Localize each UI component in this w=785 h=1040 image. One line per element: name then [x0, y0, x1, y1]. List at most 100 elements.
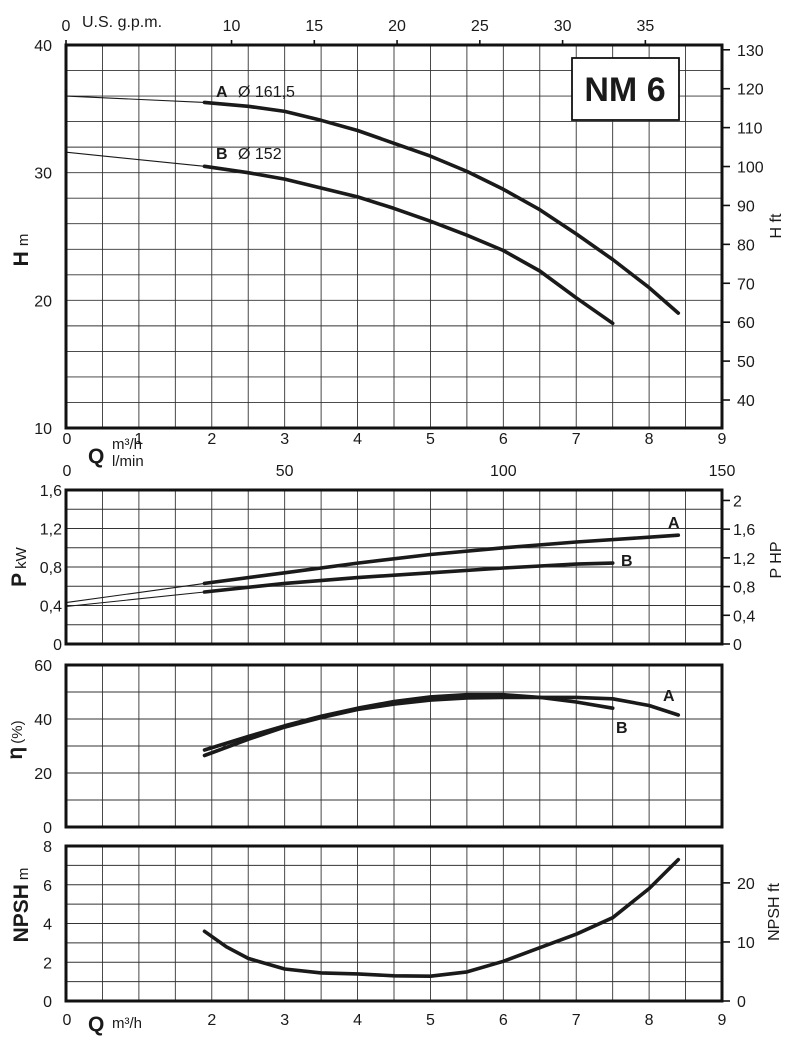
power-curve-b — [202, 561, 615, 594]
head-curve-b — [202, 164, 615, 326]
head-y2-tick-label: 90 — [737, 198, 755, 215]
head-x-tick-label: 2 — [207, 431, 216, 448]
head-y-axis-label: Hm — [10, 234, 33, 267]
curves-layer — [202, 100, 681, 978]
npsh-y-tick-label: 6 — [43, 878, 52, 895]
npsh-y-tick-label: 0 — [43, 994, 52, 1011]
power-curve-a — [202, 533, 681, 586]
power-curve-b-label: B — [621, 553, 633, 570]
head-y2-tick-label: 50 — [737, 354, 755, 371]
power-curve-b-extension — [65, 591, 205, 608]
head-x-tick-label: 1 — [134, 431, 143, 448]
npsh-x-axis-unit: m³/h — [112, 1015, 142, 1032]
npsh-x-tick-label: 7 — [572, 1012, 581, 1029]
efficiency-curve-a-label: A — [663, 688, 675, 705]
npsh-y2-tick-label: 20 — [737, 876, 755, 893]
model-label: NM 6 — [584, 71, 665, 109]
head-y2-tick-label: 120 — [737, 82, 764, 99]
head-y-tick-label: 30 — [34, 166, 52, 183]
efficiency-y-tick-label: 20 — [34, 766, 52, 783]
grid-layer — [66, 45, 722, 1001]
npsh-y2-axis-label: NPSH ft — [766, 883, 783, 941]
power-y-axis-main: P — [8, 573, 31, 587]
power-y-tick-label: 0 — [53, 637, 62, 654]
npsh-y2-tick-label: 10 — [737, 935, 755, 952]
head-x-tick-label: 3 — [280, 431, 289, 448]
efficiency-y-tick-label: 0 — [43, 820, 52, 837]
lpm-axis-unit: l/min — [112, 453, 144, 470]
head-curve-a-diameter: Ø 161,5 — [238, 84, 295, 101]
efficiency-y-tick-label: 60 — [34, 658, 52, 675]
head-y2-tick-label: 100 — [737, 160, 764, 177]
power-y-axis-label: PkW — [8, 546, 31, 587]
head-y2-tick-label: 40 — [737, 393, 755, 410]
model-label-box — [571, 57, 680, 121]
npsh-y-tick-label: 4 — [43, 917, 52, 934]
npsh-x-tick-label: 6 — [499, 1012, 508, 1029]
npsh-x-tick-label: 4 — [353, 1012, 362, 1029]
frames-layer — [64, 40, 730, 1003]
power-x-tick-label: 50 — [276, 463, 294, 480]
head-x2-tick-label: 10 — [223, 18, 241, 35]
power-y-tick-label: 1,6 — [40, 483, 62, 500]
gpm-axis-label: U.S. g.p.m. — [82, 14, 162, 31]
head-x-axis-unit: m³/h — [112, 436, 142, 453]
efficiency-y-axis-main: η — [4, 747, 27, 760]
head-x-tick-label: 5 — [426, 431, 435, 448]
npsh-y2-tick-label: 0 — [737, 994, 746, 1011]
power-y-axis-unit: kW — [13, 546, 30, 569]
head-x-tick-label: 7 — [572, 431, 581, 448]
npsh-x-tick-label: 0 — [63, 1012, 72, 1029]
npsh-curve-npsh — [202, 857, 681, 978]
power-frame — [64, 488, 724, 646]
npsh-x-tick-label: 8 — [645, 1012, 654, 1029]
head-x2-tick-label: 30 — [554, 18, 572, 35]
head-x-axis-label-q: Q — [88, 445, 104, 468]
head-x2-tick-label: 0 — [62, 18, 71, 35]
head-curve-a — [202, 100, 681, 315]
head-x-tick-label: 6 — [499, 431, 508, 448]
head-x2-tick-label: 20 — [388, 18, 406, 35]
power-x-tick-label: 0 — [63, 463, 72, 480]
npsh-y-tick-label: 8 — [43, 839, 52, 856]
efficiency-curve-b-label: B — [616, 720, 628, 737]
power-y-tick-label: 0,8 — [40, 560, 62, 577]
head-curve-a-extension — [65, 95, 205, 103]
power-y2-tick-label: 0,8 — [733, 580, 755, 597]
power-curve-a-extension — [65, 582, 205, 604]
head-x-tick-label: 4 — [353, 431, 362, 448]
head-y2-tick-label: 70 — [737, 276, 755, 293]
power-y2-axis-label: P HP — [768, 541, 785, 578]
efficiency-curve-b — [202, 692, 615, 752]
power-y2-tick-label: 1,6 — [733, 522, 755, 539]
head-x2-tick-label: 25 — [471, 18, 489, 35]
head-curve-b-diameter: Ø 152 — [238, 146, 282, 163]
npsh-x-tick-label: 5 — [426, 1012, 435, 1029]
head-y2-tick-label: 80 — [737, 237, 755, 254]
efficiency-frame — [64, 663, 724, 829]
head-y2-tick-label: 130 — [737, 43, 764, 60]
npsh-y-axis-main: NPSH — [10, 884, 33, 942]
head-x2-tick-label: 35 — [636, 18, 654, 35]
head-y2-tick-label: 110 — [737, 121, 763, 138]
head-y2-axis-label: H ft — [768, 213, 785, 238]
head-x2-tick-label: 15 — [305, 18, 323, 35]
head-curve-b-extension — [65, 151, 205, 167]
efficiency-y-axis-unit: (%) — [9, 720, 26, 743]
head-y-axis-main: H — [10, 251, 33, 266]
power-y2-tick-label: 2 — [733, 493, 742, 510]
npsh-x-tick-label: 9 — [718, 1012, 727, 1029]
efficiency-y-axis-label: η (%) — [4, 720, 27, 759]
head-y-tick-label: 10 — [34, 421, 52, 438]
power-curve-a-label: A — [668, 515, 680, 532]
power-y2-tick-label: 0 — [733, 637, 742, 654]
head-curve-b-label: B — [216, 146, 228, 163]
head-curve-a-label: A — [216, 84, 228, 101]
power-y2-tick-label: 0,4 — [733, 608, 755, 625]
power-y-tick-label: 0,4 — [40, 599, 62, 616]
power-x-tick-label: 100 — [490, 463, 517, 480]
head-x-tick-label: 9 — [718, 431, 727, 448]
power-y2-tick-label: 1,2 — [733, 551, 755, 568]
head-y-tick-label: 40 — [34, 38, 52, 55]
